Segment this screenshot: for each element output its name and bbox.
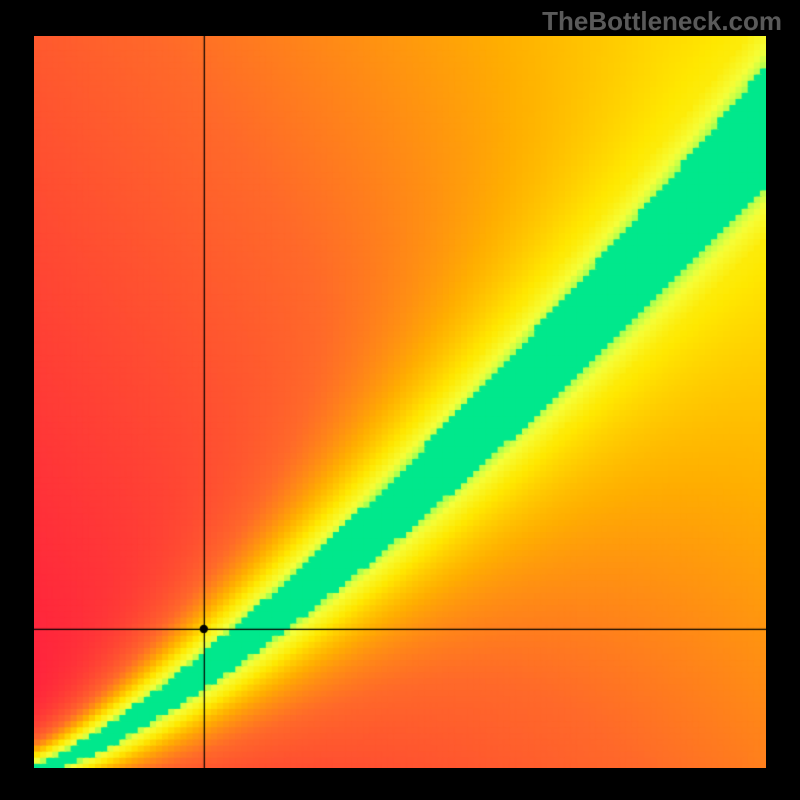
bottleneck-heatmap — [34, 36, 766, 768]
watermark-text: TheBottleneck.com — [542, 6, 782, 37]
chart-frame: { "watermark": { "text": "TheBottleneck.… — [0, 0, 800, 800]
